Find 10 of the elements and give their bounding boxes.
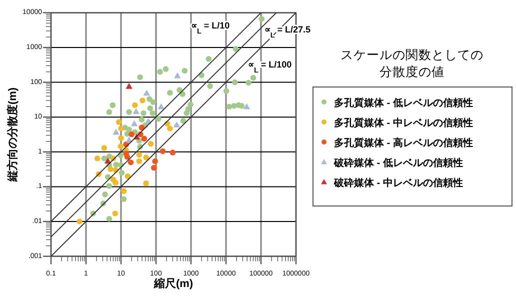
legend-label: 破砕媒体 - 中レベルの信頼性 <box>333 177 463 189</box>
legend-label: 多孔質媒体 - 高レベルの信頼性 <box>334 137 473 149</box>
text: スケールの関数としての分散度の値 <box>340 48 484 79</box>
legend-label: 多孔質媒体 - 低レベルの信頼性 <box>334 97 473 109</box>
y-axis-title: 縦方向の分散度(m) <box>6 87 19 183</box>
x-axis-title: 縮尺(m) <box>152 277 194 290</box>
series-label: ∝$_{L}$ = L/100 <box>248 60 292 74</box>
legend-label: 多孔質媒体 - 中レベルの信頼性 <box>334 117 473 129</box>
series-label: ∝$_{L}$ = L/10 <box>191 20 230 36</box>
legend-label: 破砕媒体 - 低レベルの信頼性 <box>333 157 463 169</box>
